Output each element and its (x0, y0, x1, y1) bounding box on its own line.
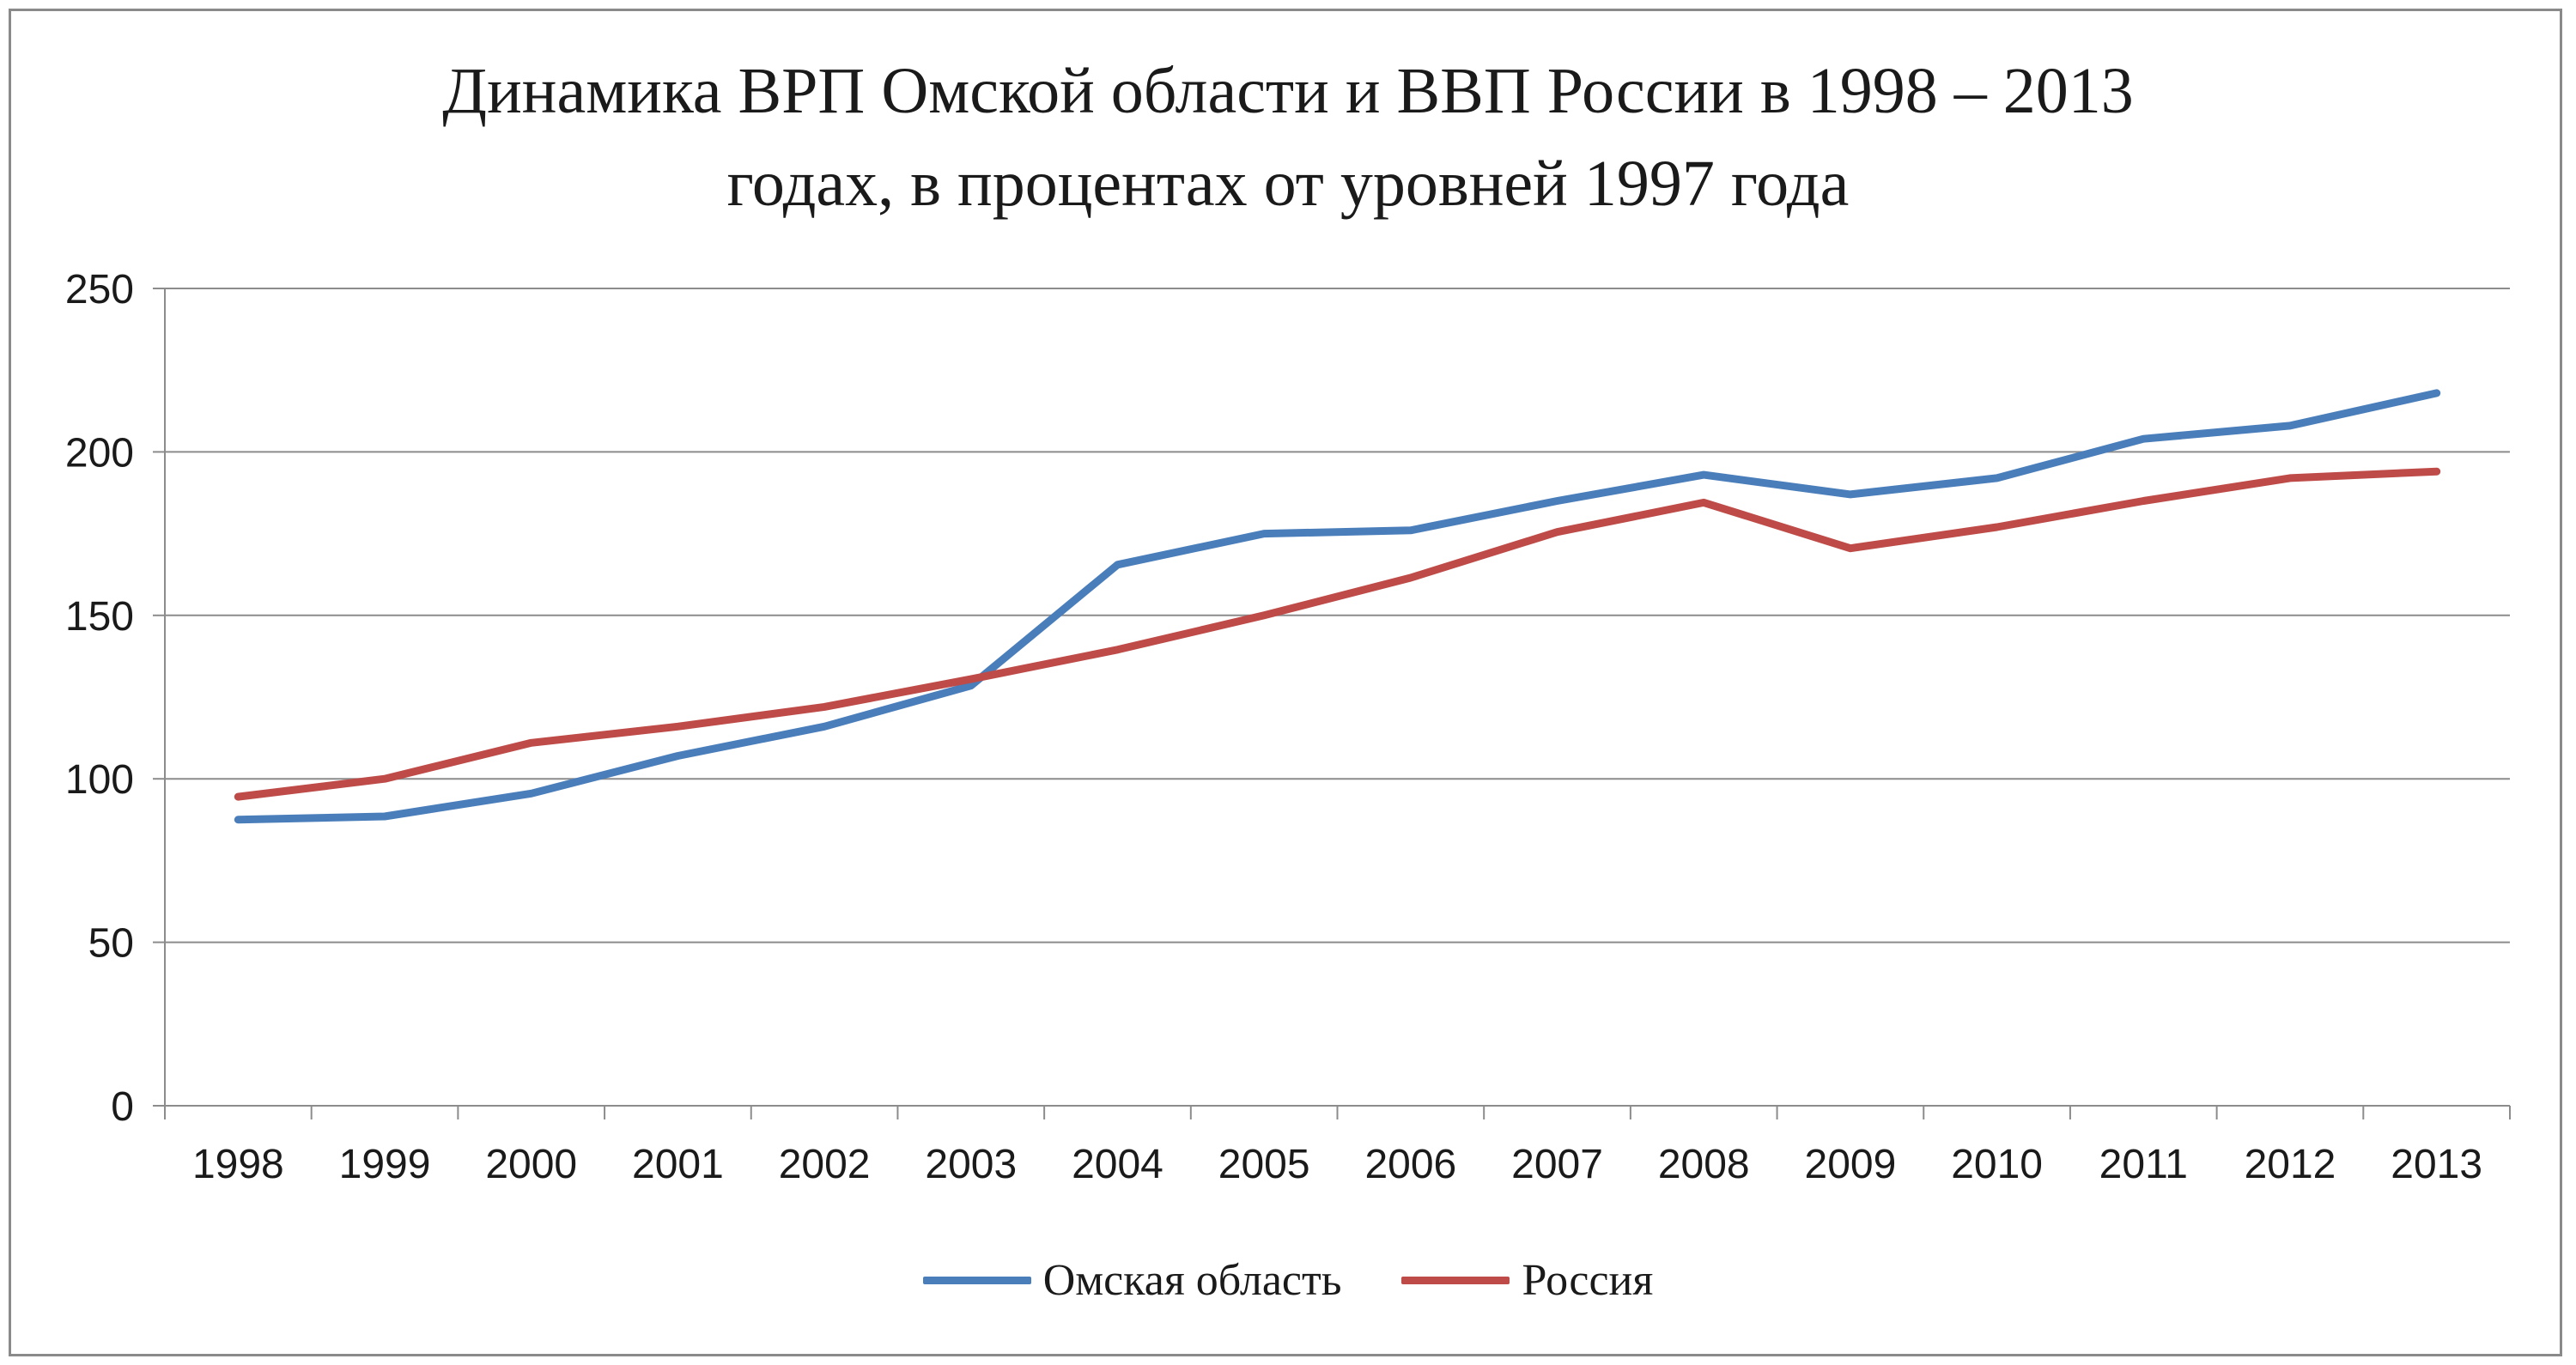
x-tick-label-2012: 2012 (2245, 1142, 2336, 1187)
x-tick-label-2004: 2004 (1072, 1142, 1163, 1187)
legend-item-russia: Россия (1401, 1255, 1653, 1306)
x-tick-label-2011: 2011 (2099, 1142, 2188, 1187)
chart-title-line-1: Динамика ВРП Омской области и ВВП России… (442, 55, 2134, 127)
x-axis-tick-labels: 1998 1999 2000 2001 2002 2003 2004 2005 2006 2007… (192, 1142, 2482, 1187)
legend-item-omsk: Омская область (922, 1255, 1342, 1306)
x-tick-label-2008: 2008 (1658, 1142, 1750, 1187)
x-tick-label-2009: 2009 (1805, 1142, 1897, 1187)
legend: Омская область Россия (0, 1255, 2576, 1306)
x-tick-label-2000: 2000 (485, 1142, 577, 1187)
y-tick-label-200: 200 (65, 430, 134, 476)
x-tick-label-2002: 2002 (779, 1142, 871, 1187)
gridlines (165, 288, 2510, 943)
y-axis-tick-labels: 0 50 100 150 200 250 (65, 267, 134, 1130)
legend-swatch-russia (1401, 1277, 1510, 1284)
chart-title-line-2: годах, в процентах от уровней 1997 года (726, 148, 1850, 220)
y-tick-label-50: 50 (88, 921, 134, 967)
series-line-0 (234, 389, 2441, 824)
x-tick-label-1999: 1999 (339, 1142, 431, 1187)
series-line-1 (234, 467, 2441, 801)
series-lines (234, 389, 2441, 824)
x-tick-label-2006: 2006 (1364, 1142, 1456, 1187)
y-tick-label-100: 100 (65, 757, 134, 803)
x-tick-label-1998: 1998 (192, 1142, 284, 1187)
legend-swatch-omsk (922, 1277, 1031, 1284)
x-tick-label-2010: 2010 (1951, 1142, 2043, 1187)
legend-label-omsk: Омская область (1042, 1256, 1342, 1305)
chart-title: Динамика ВРП Омской области и ВВП России… (0, 45, 2576, 230)
y-tick-label-250: 250 (65, 267, 134, 312)
x-tick-label-2007: 2007 (1511, 1142, 1603, 1187)
chart-frame (9, 9, 2562, 1356)
y-tick-label-150: 150 (65, 594, 134, 640)
x-tick-label-2005: 2005 (1218, 1142, 1310, 1187)
axes (153, 288, 2511, 1119)
x-tick-label-2001: 2001 (632, 1142, 724, 1187)
y-tick-label-0: 0 (111, 1084, 134, 1130)
legend-label-russia: Россия (1522, 1256, 1654, 1305)
x-tick-label-2013: 2013 (2391, 1142, 2482, 1187)
x-tick-label-2003: 2003 (925, 1142, 1017, 1187)
